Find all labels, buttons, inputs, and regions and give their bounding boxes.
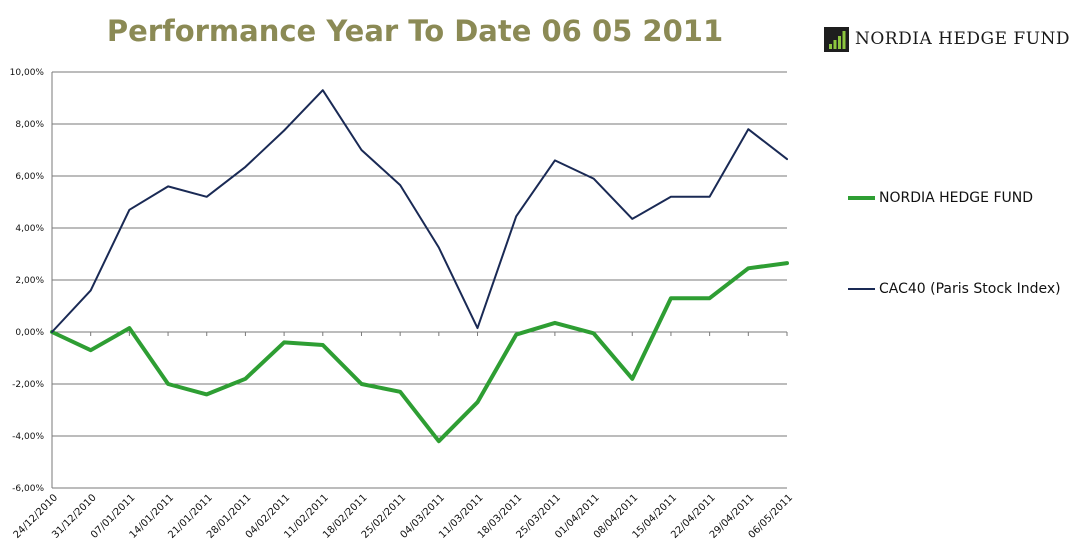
y-tick-label: 0,00% xyxy=(15,328,44,338)
y-tick-label: 6,00% xyxy=(15,172,44,182)
series-lines xyxy=(50,89,789,444)
chart-title: Performance Year To Date 06 05 2011 xyxy=(106,14,724,48)
y-tick-label: 10,00% xyxy=(10,68,45,78)
legend-label-cac40: CAC40 (Paris Stock Index) xyxy=(879,281,1061,297)
y-tick-label: -2,00% xyxy=(12,380,44,390)
logo: NORDIA HEDGE FUND xyxy=(824,25,1070,53)
gridlines xyxy=(51,71,788,489)
y-tick-label: -4,00% xyxy=(12,432,44,442)
logo-text: NORDIA HEDGE FUND xyxy=(855,29,1071,49)
y-tick-label: 4,00% xyxy=(15,224,44,234)
legend-swatch-nordia xyxy=(848,196,875,200)
y-axis-tick-labels: 10,00% 8,00% 6,00% 4,00% 2,00% 0,00% -2,00% -4,… xyxy=(10,68,45,494)
bar-chart-logo-icon xyxy=(824,26,849,52)
series-line-nordia xyxy=(50,261,789,444)
legend-label-nordia: NORDIA HEDGE FUND xyxy=(879,190,1034,206)
legend-item-nordia: NORDIA HEDGE FUND xyxy=(848,190,1033,206)
x-axis-tick-labels: 24/12/201031/12/201007/01/201114/01/2011… xyxy=(12,492,796,541)
y-tick-label: 2,00% xyxy=(15,276,44,286)
y-tick-label: 8,00% xyxy=(15,120,44,130)
series-line-cac40 xyxy=(51,89,788,333)
legend-swatch-cac40 xyxy=(848,288,875,290)
legend-item-cac40: CAC40 (Paris Stock Index) xyxy=(848,281,1061,297)
y-tick-label: -6,00% xyxy=(12,484,44,494)
